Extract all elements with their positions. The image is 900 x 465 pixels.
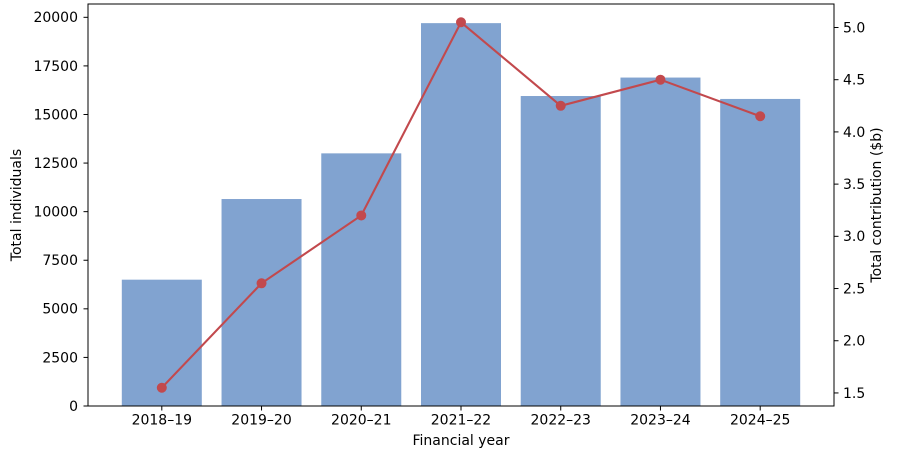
left-y-axis-title: Total individuals: [9, 148, 25, 262]
x-tick-label-2021–22: 2021–22: [431, 413, 491, 429]
line-marker-2021–22: [456, 17, 466, 28]
right-y-tick-label: 1.5: [843, 386, 865, 402]
right-y-tick-label: 2.0: [843, 334, 865, 350]
right-y-axis-title: Total contribution ($b): [869, 127, 885, 283]
line-marker-2020–21: [356, 210, 367, 221]
line-marker-2018–19: [156, 382, 167, 393]
line-marker-2022–23: [555, 100, 566, 111]
line-marker-2024–25: [755, 111, 766, 122]
x-tick-label-2022–23: 2022–23: [531, 413, 591, 429]
bar-2019–20: [221, 199, 302, 406]
left-y-tick-label: 17500: [33, 59, 78, 75]
left-y-tick-label: 20000: [33, 10, 78, 26]
line-marker-2019–20: [256, 278, 267, 289]
left-y-tick-label: 2500: [42, 350, 78, 366]
right-y-tick-label: 4.0: [843, 125, 865, 141]
bar-2021–22: [421, 23, 501, 407]
left-y-tick-label: 0: [69, 399, 78, 415]
x-tick-label-2019–20: 2019–20: [231, 413, 291, 429]
line-marker-2023–24: [655, 74, 666, 85]
right-y-tick-label: 2.5: [843, 281, 865, 297]
bar-2023–24: [620, 77, 701, 407]
left-y-tick-label: 10000: [33, 205, 78, 221]
left-y-tick-label: 5000: [42, 302, 78, 318]
bar-2020–21: [321, 153, 402, 406]
x-tick-label-2023–24: 2023–24: [630, 413, 691, 429]
bar-2022–23: [520, 96, 601, 406]
right-y-tick-label: 3.0: [843, 229, 865, 245]
left-y-tick-label: 12500: [33, 156, 78, 172]
x-axis-title: Financial year: [412, 433, 510, 449]
left-y-tick-label: 7500: [42, 253, 78, 269]
x-tick-label-2020–21: 2020–21: [331, 413, 391, 429]
bar-2024–25: [720, 98, 801, 406]
right-y-tick-label: 4.5: [843, 73, 865, 89]
left-y-tick-label: 15000: [33, 107, 78, 123]
x-tick-label-2024–25: 2024–25: [730, 413, 790, 429]
x-tick-label-2018–19: 2018–19: [132, 413, 192, 429]
right-y-tick-label: 3.5: [843, 177, 865, 193]
right-y-tick-label: 5.0: [843, 20, 865, 36]
